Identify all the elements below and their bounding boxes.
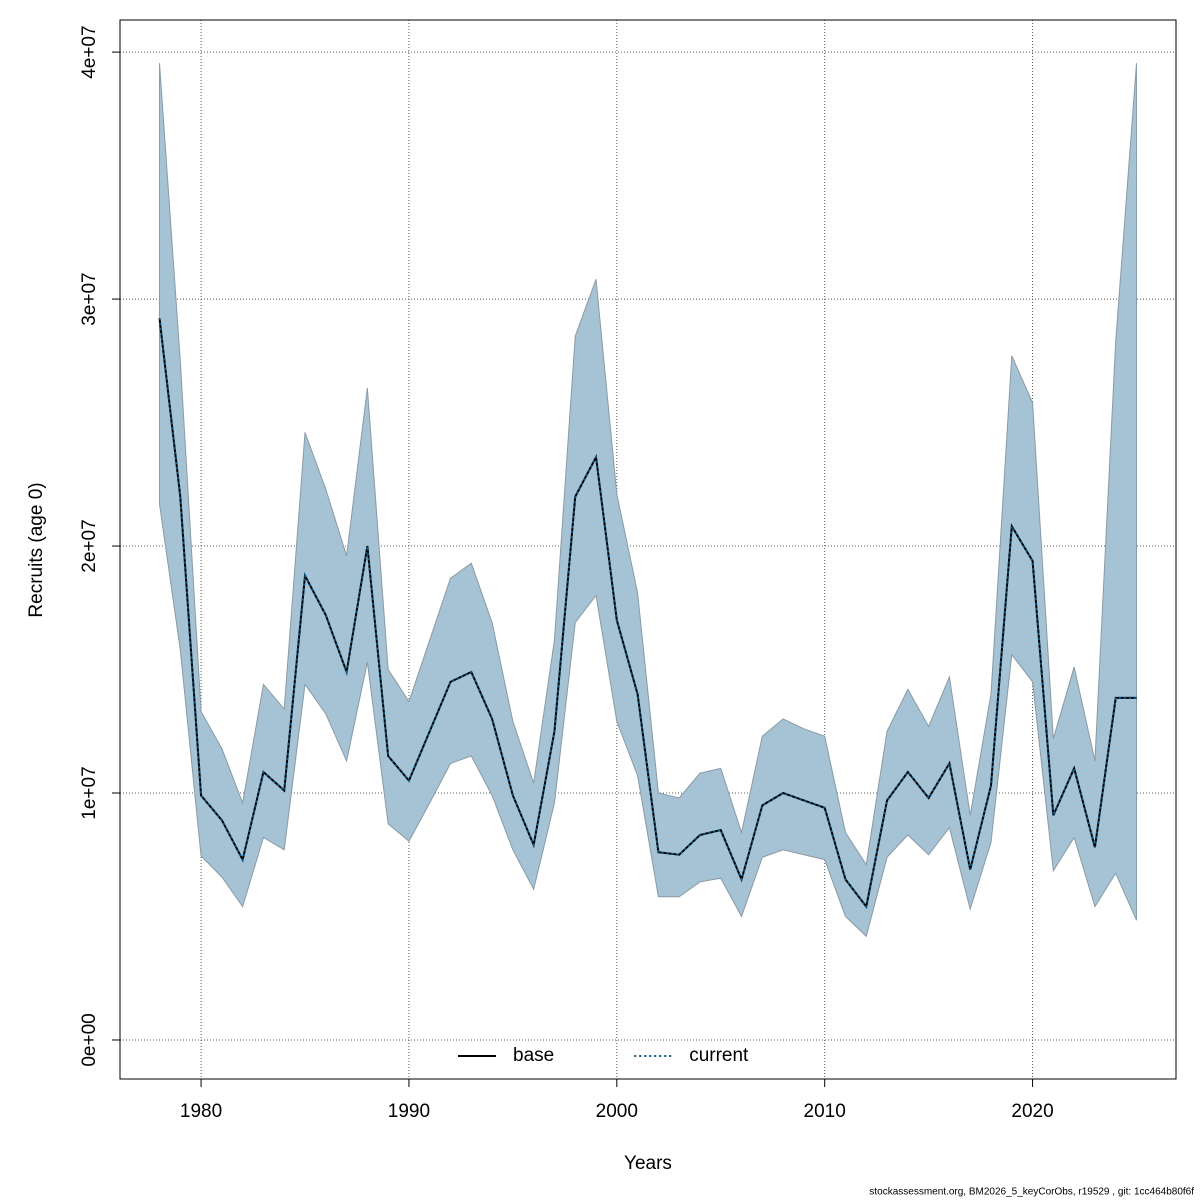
y-tick-label: 2e+07 <box>79 519 100 572</box>
x-axis-label: Years <box>624 1153 672 1174</box>
x-tick-label: 1980 <box>180 1101 222 1122</box>
y-tick-label: 0e+00 <box>79 1013 100 1066</box>
confidence-band <box>158 63 1138 938</box>
y-axis-label: Recruits (age 0) <box>26 482 47 617</box>
y-tick-label: 3e+07 <box>79 272 100 325</box>
series-line <box>158 317 1137 909</box>
x-tick-label: 1990 <box>388 1101 430 1122</box>
x-tick-label: 2010 <box>804 1101 846 1122</box>
y-tick-label: 4e+07 <box>79 25 100 78</box>
legend-label: base <box>513 1045 554 1066</box>
x-tick-label: 2020 <box>1011 1101 1053 1122</box>
footer: stockassessment.org, BM2026_5_keyCorObs,… <box>869 1187 1194 1198</box>
legend-label: current <box>689 1045 749 1066</box>
y-tick-label: 1e+07 <box>79 766 100 819</box>
plot-frame <box>119 19 1177 1080</box>
x-tick-label: 2000 <box>596 1101 638 1122</box>
